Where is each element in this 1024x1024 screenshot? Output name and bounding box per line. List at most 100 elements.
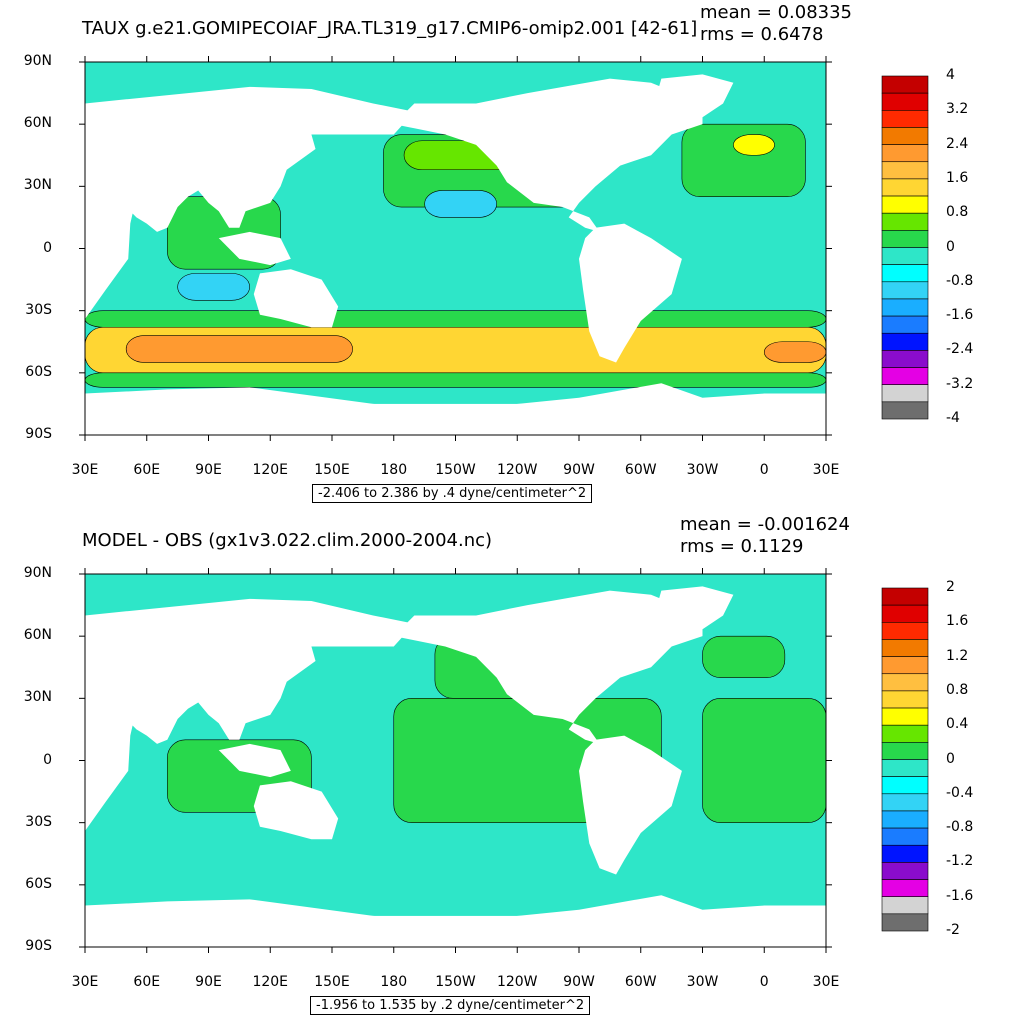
colorbar-swatch bbox=[881, 913, 929, 932]
colorbar-label: 1.6 bbox=[946, 169, 969, 186]
colorbar-swatch bbox=[881, 127, 929, 145]
contour-region bbox=[702, 698, 826, 823]
lat-label: 30S bbox=[25, 813, 52, 830]
contour-region bbox=[763, 341, 826, 363]
landmass-greenland bbox=[657, 586, 734, 637]
plot-title: MODEL - OBS (gx1v3.022.clim.2000-2004.nc… bbox=[82, 530, 493, 551]
landmass-south-america bbox=[579, 735, 682, 875]
lat-label: 30N bbox=[23, 177, 52, 194]
colorbar-swatch bbox=[881, 690, 929, 709]
colorbar-swatch bbox=[881, 844, 929, 863]
lat-label: 60N bbox=[23, 627, 52, 644]
colorbar-label: -3.2 bbox=[946, 375, 974, 392]
contour-region bbox=[702, 635, 786, 678]
rms-stat: rms = 0.1129 bbox=[680, 536, 804, 557]
lon-label: 180 bbox=[380, 974, 408, 990]
lon-label: 30W bbox=[686, 974, 719, 990]
lon-label: 120W bbox=[496, 462, 538, 478]
colorbar-label: -0.8 bbox=[946, 272, 974, 289]
colorbar-label: 4 bbox=[946, 67, 955, 83]
landmass-antarctica bbox=[85, 895, 826, 947]
colorbar-swatch bbox=[881, 810, 929, 829]
colorbar-swatch bbox=[881, 604, 929, 623]
colorbar-swatch bbox=[881, 195, 929, 214]
lon-label: 0 bbox=[759, 974, 769, 990]
colorbar-swatch bbox=[881, 212, 929, 231]
colorbar-swatch bbox=[881, 332, 929, 351]
lat-label: 0 bbox=[43, 239, 52, 256]
landmass-south-america bbox=[579, 223, 682, 363]
landmass-australia bbox=[253, 781, 339, 840]
lon-label: 120E bbox=[252, 974, 289, 990]
colorbar-swatch bbox=[881, 144, 929, 163]
rms-stat: rms = 0.6478 bbox=[700, 24, 824, 45]
colorbar-swatch bbox=[881, 587, 929, 606]
contour-range-box: -1.956 to 1.535 by .2 dyne/centimeter^2 bbox=[310, 996, 591, 1015]
lon-label: 90E bbox=[195, 462, 222, 478]
landmass-africa-eurasia bbox=[85, 86, 415, 319]
colorbar-label: 2.4 bbox=[946, 135, 969, 152]
colorbar-swatch bbox=[881, 92, 929, 111]
lon-label: 30E bbox=[812, 462, 840, 478]
lon-label: 30E bbox=[71, 974, 99, 990]
colorbar-swatch bbox=[881, 298, 929, 317]
colorbar-label: 0 bbox=[946, 238, 955, 255]
contour-region bbox=[85, 310, 826, 328]
contour-region bbox=[125, 335, 353, 363]
lon-label: 150E bbox=[314, 974, 350, 990]
colorbar-swatch bbox=[881, 367, 929, 385]
lat-label: 0 bbox=[43, 751, 52, 768]
lon-label: 30W bbox=[686, 462, 719, 478]
colorbar-label: 2 bbox=[946, 579, 955, 595]
colorbar-label: -0.4 bbox=[946, 784, 974, 801]
lat-label: 90N bbox=[23, 53, 52, 69]
contour-region bbox=[681, 123, 806, 197]
contour-region bbox=[424, 190, 497, 218]
colorbar-label: -2 bbox=[946, 922, 960, 938]
colorbar-swatch bbox=[881, 350, 929, 368]
colorbar-swatch bbox=[881, 724, 929, 743]
colorbar-swatch bbox=[881, 707, 929, 726]
colorbar-swatch bbox=[881, 247, 929, 265]
colorbar-label: -1.2 bbox=[946, 853, 974, 870]
lat-label: 30S bbox=[25, 301, 52, 318]
lon-label: 0 bbox=[759, 462, 769, 478]
colorbar-label: -0.8 bbox=[946, 819, 974, 836]
map-plot-bottom bbox=[79, 568, 929, 953]
colorbar-swatch bbox=[881, 793, 929, 812]
mean-stat: mean = 0.08335 bbox=[700, 2, 853, 23]
landmass-maritime-continent bbox=[218, 231, 291, 266]
colorbar-label: 3.2 bbox=[946, 101, 969, 118]
colorbar-swatch bbox=[881, 656, 929, 675]
colorbar-swatch bbox=[881, 673, 929, 692]
colorbar-swatch bbox=[881, 178, 929, 197]
colorbar-swatch bbox=[881, 75, 929, 94]
plot-title: TAUX g.e21.GOMIPECOIAF_JRA.TL319_g17.CMI… bbox=[82, 18, 698, 39]
lon-label: 30E bbox=[71, 462, 99, 478]
colorbar-label: -1.6 bbox=[946, 887, 974, 904]
colorbar-swatch bbox=[881, 110, 929, 128]
landmass-greenland bbox=[657, 74, 734, 125]
colorbar-label: 1.6 bbox=[946, 613, 969, 630]
colorbar-swatch bbox=[881, 161, 929, 180]
lat-label: 60S bbox=[25, 875, 52, 892]
lat-label: 60S bbox=[25, 363, 52, 380]
colorbar-label: -2.4 bbox=[946, 341, 974, 358]
lon-label: 60W bbox=[624, 462, 657, 478]
colorbar-label: 0.4 bbox=[946, 716, 969, 733]
colorbar-swatch bbox=[881, 401, 929, 420]
landmass-africa-eurasia bbox=[85, 598, 415, 831]
landmass-north-america bbox=[393, 590, 703, 744]
lon-label: 150E bbox=[314, 462, 350, 478]
map-panel-top: TAUX g.e21.GOMIPECOIAF_JRA.TL319_g17.CMI… bbox=[23, 2, 974, 503]
lon-label: 60E bbox=[133, 462, 161, 478]
colorbar-swatch bbox=[881, 776, 929, 795]
lon-label: 180 bbox=[380, 462, 408, 478]
colorbar-swatch bbox=[881, 827, 929, 846]
lat-label: 90S bbox=[25, 426, 52, 442]
map-plot-top bbox=[79, 56, 929, 441]
colorbar-swatch bbox=[881, 384, 929, 403]
lat-label: 30N bbox=[23, 689, 52, 706]
colorbar-label: 0 bbox=[946, 750, 955, 767]
lon-label: 150W bbox=[435, 462, 476, 478]
